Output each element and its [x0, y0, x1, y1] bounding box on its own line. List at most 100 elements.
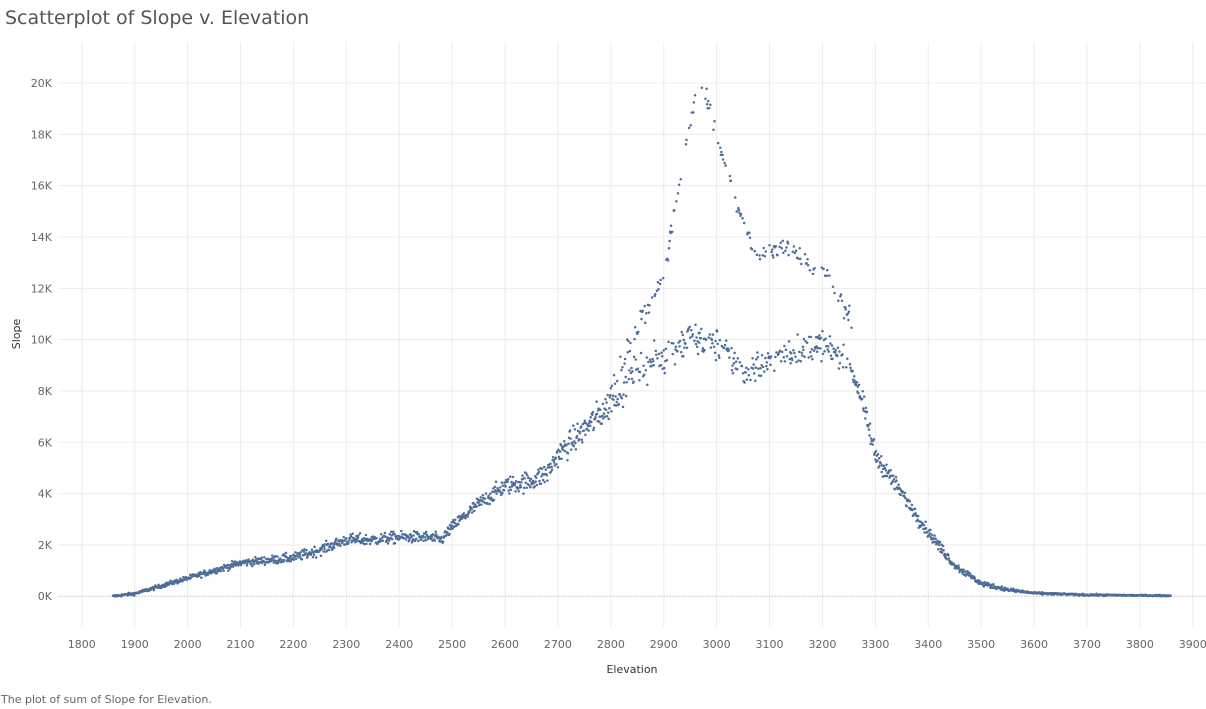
data-point — [651, 357, 654, 361]
data-point — [691, 335, 694, 338]
data-point — [848, 304, 851, 308]
data-point — [673, 209, 676, 212]
data-point — [842, 343, 845, 347]
data-point — [721, 158, 725, 161]
data-point — [518, 480, 521, 484]
data-point — [903, 491, 907, 495]
data-point — [645, 356, 649, 359]
data-point — [538, 479, 541, 483]
data-point — [502, 488, 506, 492]
data-point — [819, 336, 823, 340]
data-point — [647, 360, 650, 364]
data-point — [468, 509, 471, 513]
data-point — [833, 351, 837, 354]
data-point — [711, 333, 715, 336]
data-point — [732, 362, 736, 365]
data-point — [513, 482, 517, 485]
data-point — [768, 243, 771, 247]
data-point — [563, 439, 566, 443]
data-point — [797, 359, 800, 362]
data-point — [527, 476, 531, 480]
data-point — [657, 352, 661, 356]
data-point — [473, 509, 476, 513]
data-point — [630, 366, 633, 370]
data-point — [783, 344, 786, 348]
data-point — [514, 480, 518, 483]
data-point — [924, 526, 928, 530]
data-point — [908, 500, 911, 503]
data-point — [688, 325, 691, 329]
data-point — [802, 337, 806, 341]
data-point — [610, 410, 613, 413]
data-point — [696, 352, 700, 356]
data-point — [349, 535, 353, 538]
data-point — [687, 126, 691, 130]
data-point — [867, 423, 870, 427]
data-point — [299, 551, 303, 554]
data-point — [591, 410, 595, 414]
data-point — [856, 385, 860, 388]
data-point — [676, 349, 679, 353]
data-point — [677, 183, 681, 186]
data-point — [575, 434, 579, 438]
data-point — [434, 530, 437, 534]
data-point — [510, 485, 514, 488]
data-point — [447, 527, 450, 530]
data-point — [202, 572, 205, 576]
data-point — [694, 342, 698, 346]
data-point — [422, 539, 425, 542]
data-point — [274, 554, 277, 558]
data-point — [319, 554, 323, 558]
data-point — [792, 245, 796, 248]
data-point — [622, 381, 626, 384]
data-point — [654, 292, 657, 296]
data-point — [603, 415, 607, 418]
data-point — [384, 535, 387, 539]
data-point — [924, 520, 927, 523]
data-point — [778, 349, 782, 353]
data-point — [962, 568, 965, 571]
data-point — [475, 505, 478, 508]
data-point — [378, 537, 382, 541]
data-point — [829, 342, 832, 345]
data-point — [254, 556, 257, 559]
x-tick-label: 2800 — [597, 638, 625, 651]
data-point — [879, 455, 883, 458]
data-point — [622, 393, 625, 396]
data-point — [634, 358, 637, 361]
data-point — [627, 377, 631, 381]
data-point — [591, 413, 594, 417]
data-point — [435, 533, 438, 536]
data-point — [937, 547, 940, 551]
data-point — [387, 539, 391, 542]
data-point — [577, 438, 581, 441]
data-point — [663, 371, 667, 375]
data-point — [869, 442, 872, 446]
x-tick-label: 2200 — [279, 638, 307, 651]
data-point — [737, 206, 740, 210]
data-point — [239, 563, 243, 567]
x-tick-label: 3500 — [967, 638, 995, 651]
data-point — [783, 360, 787, 363]
data-point — [831, 357, 834, 361]
data-point — [713, 120, 716, 123]
data-point — [655, 289, 659, 293]
data-point — [868, 434, 871, 437]
data-point — [734, 360, 738, 363]
data-point — [765, 364, 768, 368]
data-point — [865, 410, 869, 413]
data-point — [229, 565, 233, 569]
data-point — [874, 449, 878, 453]
data-point — [388, 533, 391, 536]
data-point — [679, 350, 683, 354]
data-point — [968, 572, 972, 575]
data-point — [322, 544, 326, 548]
data-point — [764, 356, 767, 360]
data-point — [581, 441, 584, 444]
data-point — [829, 354, 833, 357]
data-point — [522, 492, 525, 495]
data-point — [936, 539, 940, 543]
data-point — [604, 408, 608, 411]
data-point — [516, 487, 519, 491]
data-point — [709, 346, 713, 349]
